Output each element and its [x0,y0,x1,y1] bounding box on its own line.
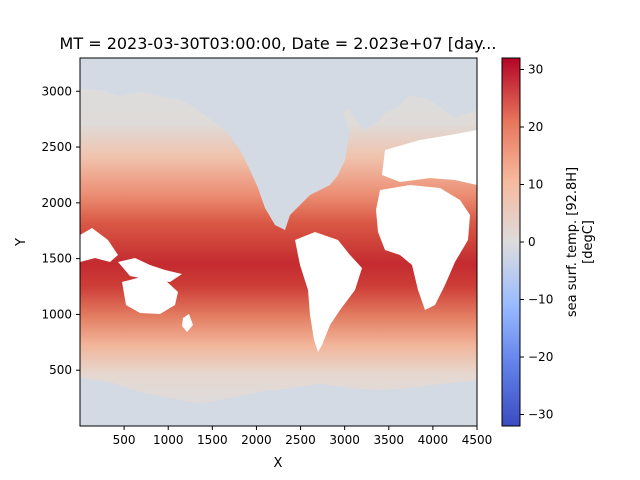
plot-frame [79,57,478,427]
y-axis: 500 1000 1500 2000 2500 3000 [41,84,80,377]
land-greenland [345,68,405,130]
colorbar-tick-label: −10 [528,293,553,307]
land-africa [376,185,470,310]
y-tick-label: 1500 [41,252,72,266]
x-axis: 500 1000 1500 2000 2500 3000 3500 4000 4500 [113,426,493,447]
y-tick-label: 2500 [41,140,72,154]
colorbar-tick-label: 20 [528,120,543,134]
colorbar-label-line2: [degC] [581,220,596,264]
chart-title: MT = 2023-03-30T03:00:00, Date = 2.023e+… [60,34,497,53]
y-tick-label: 1000 [41,307,72,321]
x-axis-label: X [274,456,283,471]
x-tick-label: 2000 [241,433,272,447]
colorbar-tick-label: −20 [528,350,553,364]
colorbar-tick-label: 30 [528,63,543,77]
land-indonesia [118,258,182,282]
colorbar-tick-label: 10 [528,178,543,192]
x-tick-label: 500 [113,433,136,447]
colorbar-label-line1: sea surf. temp. [92.8H] [565,167,580,317]
x-tick-label: 4000 [418,433,449,447]
x-tick-label: 4500 [462,433,493,447]
x-tick-label: 3500 [374,433,405,447]
colorbar [501,57,521,427]
x-tick-label: 2500 [285,433,316,447]
land-asia [80,228,118,262]
x-tick-label: 3000 [329,433,360,447]
colorbar-tick-label: −30 [528,408,553,422]
colorbar-ticks: −30 −20 −10 0 10 20 30 [520,63,553,422]
land-south-america [295,232,362,352]
land-europe [382,130,477,185]
land-australia [122,276,178,314]
x-tick-label: 1000 [153,433,184,447]
land-new-zealand [182,314,193,332]
y-axis-label: Y [14,238,29,247]
land-antarctica [80,378,477,426]
heatmap-field [80,58,477,426]
y-tick-label: 500 [49,363,72,377]
y-tick-label: 2000 [41,196,72,210]
x-tick-label: 1500 [197,433,228,447]
land-north-america [150,70,350,230]
colorbar-tick-label: 0 [528,235,536,249]
y-tick-label: 3000 [41,84,72,98]
